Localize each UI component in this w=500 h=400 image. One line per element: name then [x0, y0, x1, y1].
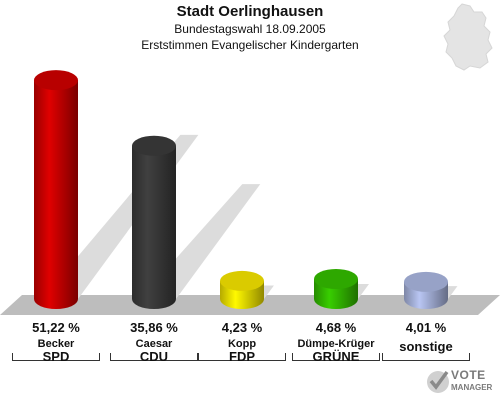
- category-bracket: [12, 353, 100, 361]
- chart-subtitle: Bundestagswahl 18.09.2005: [174, 22, 326, 36]
- bar-cdu: [132, 145, 176, 309]
- candidate-label-cdu: Caesar: [135, 338, 173, 350]
- bar-cap-gruene: [314, 269, 358, 290]
- value-label-sonstige: 4,01 %: [405, 320, 447, 335]
- chart-subtitle-2: Erststimmen Evangelischer Kindergarten: [141, 38, 359, 52]
- value-label-cdu: 35,86 %: [130, 320, 178, 335]
- value-label-gruene: 4,68 %: [315, 320, 357, 335]
- value-label-spd: 51,22 %: [32, 320, 80, 335]
- bar-cap-cdu: [132, 135, 176, 156]
- germany-map-icon: [443, 3, 493, 71]
- logo-text-vote: VOTE: [451, 368, 486, 382]
- category-label-sonstige: sonstige: [399, 339, 453, 354]
- category-label-spd: SPD: [42, 349, 70, 364]
- category-bracket: [110, 353, 198, 361]
- category-label-cdu: CDU: [139, 349, 169, 364]
- vote-manager-logo: VOTE MANAGER: [425, 366, 497, 398]
- candidate-label-gruene: Dümpe-Krüger: [297, 338, 375, 350]
- category-bracket: [198, 353, 286, 361]
- checkmark-icon: [427, 370, 449, 393]
- category-label-fdp: FDP: [229, 349, 255, 364]
- bar-cap-sonstige: [404, 271, 448, 292]
- chart-title: Stadt Oerlinghausen: [176, 3, 324, 20]
- category-bracket: [382, 353, 470, 361]
- candidate-label-fdp: Kopp: [227, 338, 257, 350]
- logo-text-manager: MANAGER: [451, 383, 493, 392]
- category-bracket: [292, 353, 380, 361]
- category-label-gruene: GRÜNE: [312, 349, 360, 364]
- candidate-label-spd: Becker: [37, 338, 75, 350]
- value-label-fdp: 4,23 %: [221, 320, 263, 335]
- bar-cap-spd: [34, 70, 78, 91]
- bar-spd: [34, 80, 78, 309]
- bar-cap-fdp: [220, 270, 264, 291]
